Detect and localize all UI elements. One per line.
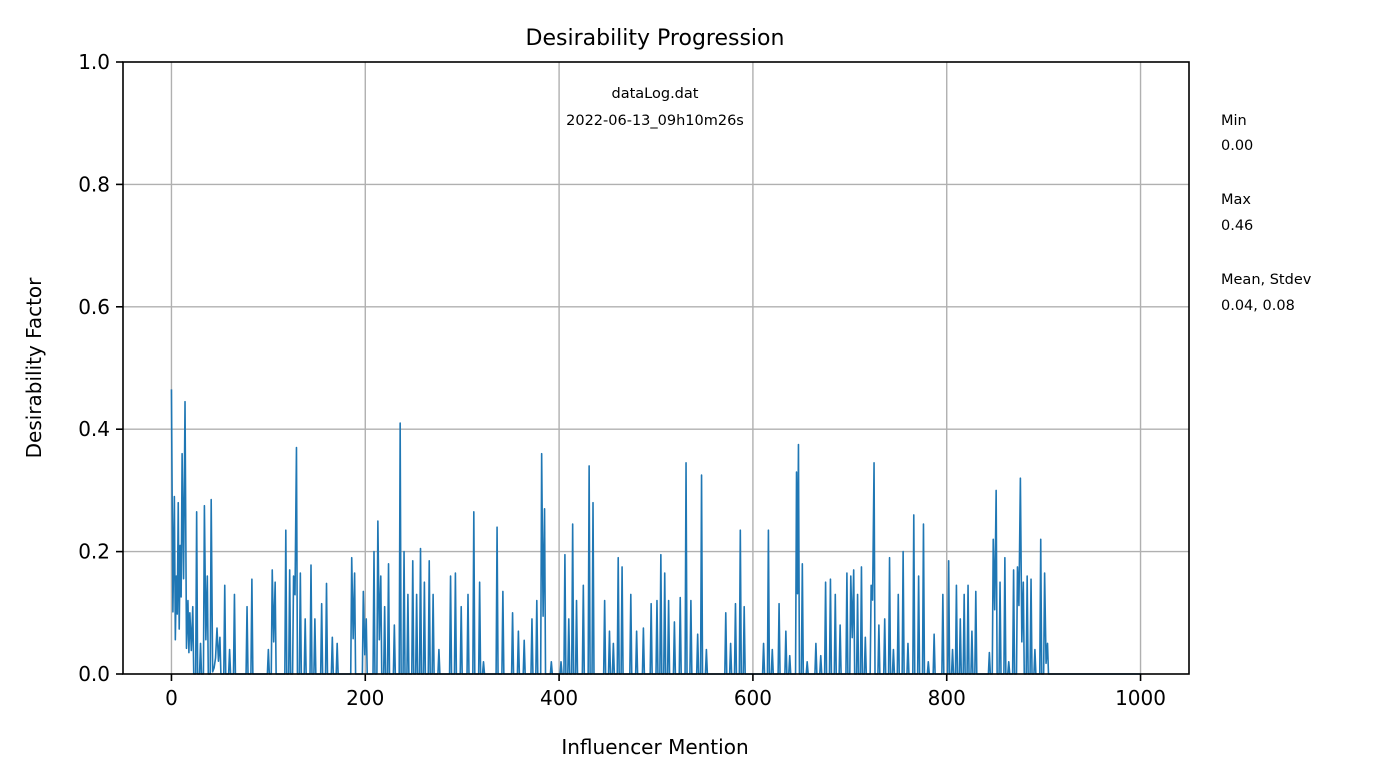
grid-lines [123, 62, 1189, 674]
plot-frame [122, 61, 1190, 675]
x-tick-label: 1000 [1115, 686, 1166, 710]
chart-title: Desirability Progression [526, 26, 785, 51]
y-tick-label: 1.0 [78, 50, 110, 74]
stats-max-value: 0.46 [1221, 218, 1253, 234]
y-tick-label: 0.0 [78, 662, 110, 686]
stats-panel: Min 0.00 Max 0.46 Mean, Stdev 0.04, 0.08 [1221, 113, 1312, 314]
y-tick-label: 0.4 [78, 417, 110, 441]
stats-mean-label: Mean, Stdev [1221, 272, 1312, 288]
stats-min-label: Min [1221, 113, 1247, 129]
y-tick-label: 0.2 [78, 540, 110, 564]
x-tick-label: 400 [540, 686, 578, 710]
y-axis-label: Desirability Factor [22, 277, 46, 459]
file-annotation: dataLog.dat 2022-06-13_09h10m26s [566, 86, 744, 129]
annotation-filename: dataLog.dat [612, 86, 699, 102]
series-layer [170, 389, 1141, 675]
x-axis-label: Influencer Mention [561, 735, 748, 759]
annotation-timestamp: 2022-06-13_09h10m26s [566, 113, 744, 129]
axis-ticks: 0 200 400 600 800 1000 0.0 0.2 0.4 0.6 0.8 1.0 [78, 50, 1166, 710]
stats-mean-value: 0.04, 0.08 [1221, 298, 1295, 314]
x-tick-label: 800 [928, 686, 966, 710]
stats-min-value: 0.00 [1221, 138, 1253, 154]
y-tick-label: 0.6 [78, 295, 110, 319]
series-line [170, 389, 1141, 675]
stats-max-label: Max [1221, 192, 1251, 208]
x-tick-label: 0 [165, 686, 178, 710]
x-tick-label: 600 [734, 686, 772, 710]
y-tick-label: 0.8 [78, 172, 110, 196]
x-tick-label: 200 [346, 686, 384, 710]
